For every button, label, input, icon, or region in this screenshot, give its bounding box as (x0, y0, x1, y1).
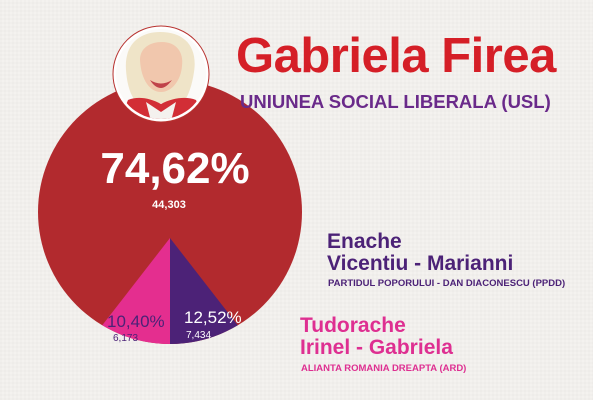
slice-label-firea-votes: 44,303 (152, 199, 186, 211)
pie-slice-firea (38, 80, 302, 344)
candidate-enache-name-line1: Enache (327, 230, 402, 253)
pie-group (38, 80, 302, 344)
pie-slice-tudorache (83, 238, 170, 344)
slice-label-enache-votes: 7,434 (186, 330, 211, 341)
candidate-enache-party: PARTIDUL POPORULUI - DAN DIACONESCU (PPD… (328, 278, 566, 289)
slice-label-enache-percent: 12,52% (184, 308, 242, 327)
pie-slice-enache (170, 238, 257, 344)
candidate-tudorache-name-line1: Tudorache (300, 314, 406, 337)
winner-name: Gabriela Firea (236, 29, 556, 83)
candidate-tudorache-party: ALIANTA ROMANIA DREAPTA (ARD) (301, 363, 467, 374)
winner-party: UNIUNEA SOCIAL LIBERALA (USL) (240, 91, 551, 112)
slice-label-tudorache-votes: 6,173 (113, 333, 138, 344)
slice-label-firea-percent: 74,62% (100, 144, 249, 193)
candidate-enache-name-line2: Vicentiu - Marianni (327, 252, 514, 275)
slice-label-tudorache-percent: 10,40% (107, 312, 165, 331)
candidate-tudorache-name-line2: Irinel - Gabriela (300, 336, 453, 359)
